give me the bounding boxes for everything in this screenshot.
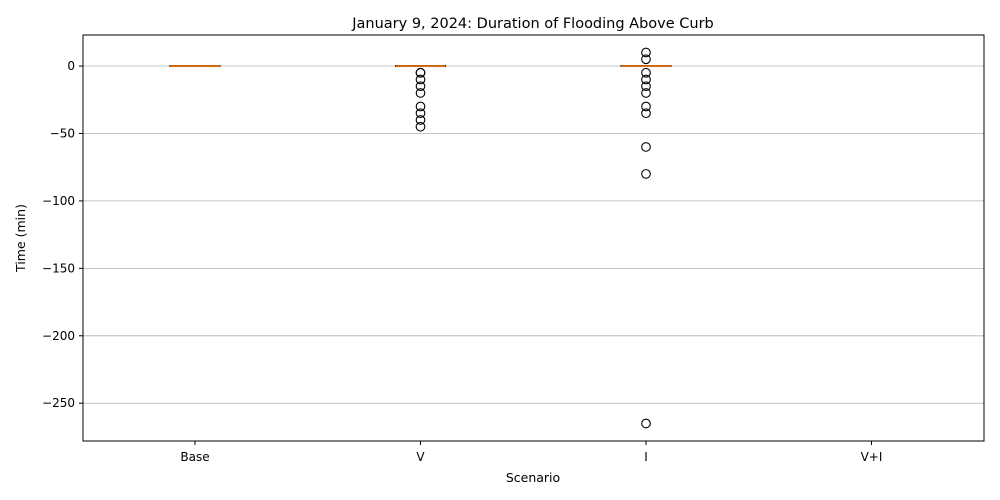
- outlier-point: [641, 101, 651, 112]
- outlier-point: [415, 88, 426, 98]
- plot-frame: [82, 34, 985, 442]
- y-tick-label: 0: [67, 59, 75, 73]
- y-axis-label: Time (min): [13, 204, 28, 273]
- outlier-group: [415, 47, 651, 429]
- outlier-point: [641, 142, 651, 152]
- x-tick-label: I: [644, 450, 648, 464]
- outlier-point: [641, 81, 651, 92]
- outlier-point: [415, 74, 426, 85]
- y-tick-label: −250: [42, 396, 75, 410]
- x-axis-ticks: Base V I V+I: [180, 441, 882, 464]
- outlier-point: [415, 67, 426, 78]
- outlier-point: [641, 47, 651, 58]
- outlier-point: [415, 121, 426, 132]
- outlier-point: [641, 418, 651, 429]
- outlier-point: [415, 108, 426, 119]
- x-tick-label: Base: [180, 450, 209, 464]
- outlier-point: [641, 108, 651, 119]
- x-tick-label: V+I: [861, 450, 883, 464]
- y-tick-label: −200: [42, 329, 75, 343]
- y-tick-label: −100: [42, 194, 75, 208]
- outlier-point: [641, 74, 651, 85]
- outlier-point: [641, 54, 651, 65]
- x-axis-label: Scenario: [506, 470, 560, 485]
- y-tick-label: −150: [42, 261, 75, 275]
- outlier-point: [415, 81, 426, 92]
- outlier-point: [641, 169, 651, 179]
- outlier-point: [415, 115, 426, 125]
- grid-lines: [83, 65, 984, 404]
- outlier-point: [415, 101, 426, 112]
- y-tick-label: −50: [50, 126, 75, 140]
- outlier-point: [641, 88, 651, 98]
- chart-title: January 9, 2024: Duration of Flooding Ab…: [351, 16, 714, 32]
- y-axis-ticks: 0 −50 −100 −150 −200 −250: [42, 59, 83, 410]
- outlier-point: [641, 67, 651, 78]
- x-tick-label: V: [416, 450, 425, 464]
- box-group: [169, 65, 672, 68]
